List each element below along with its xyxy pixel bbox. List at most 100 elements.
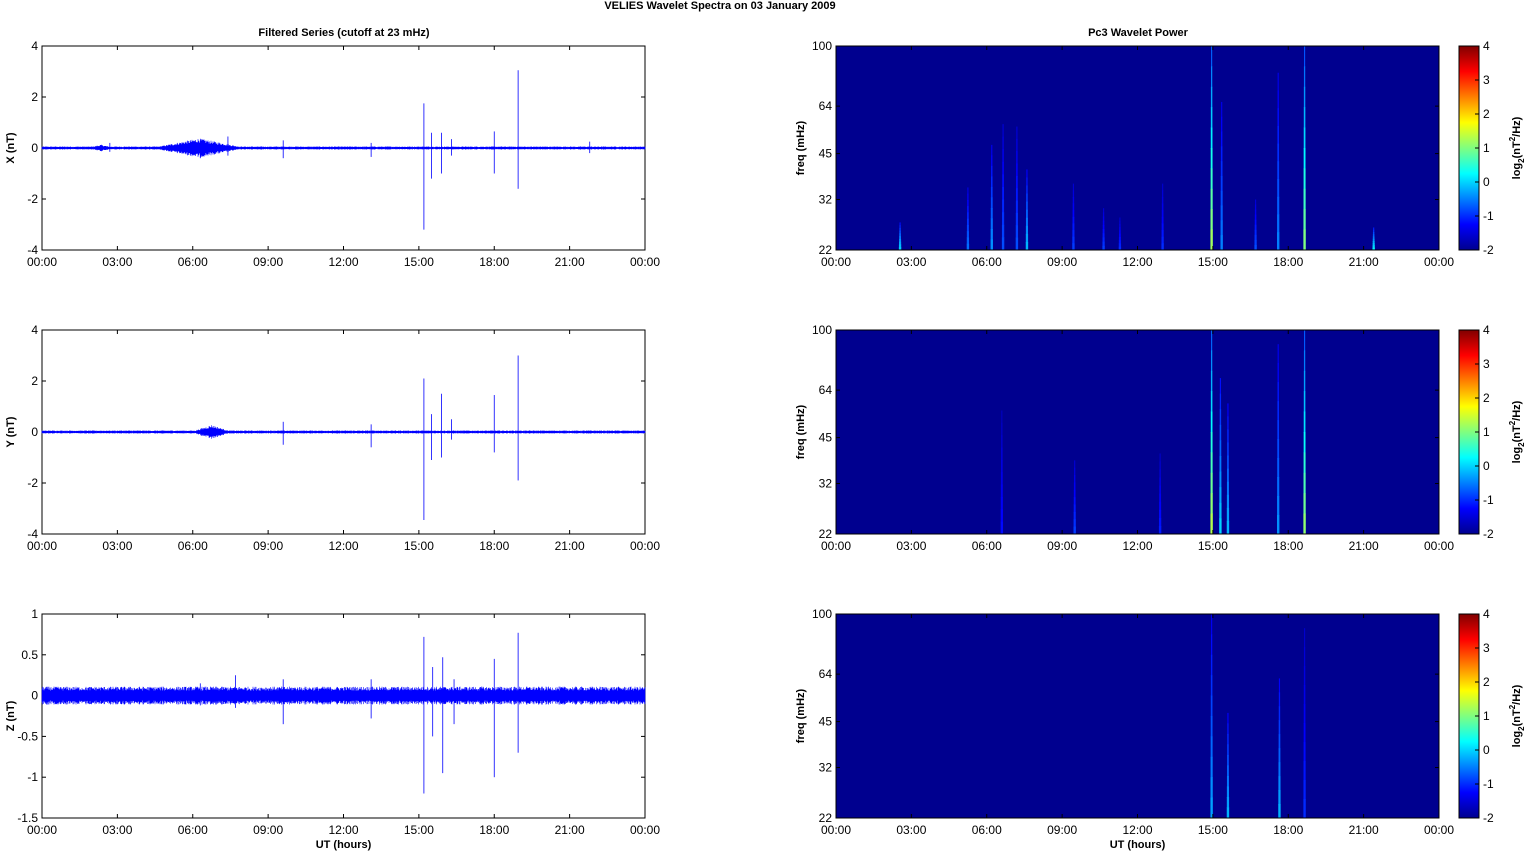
power-streak [1073, 519, 1076, 528]
power-streak [1303, 666, 1306, 686]
colorbar-tick-label: 4 [1483, 39, 1490, 53]
colorbar-tick-label: 1 [1483, 141, 1490, 155]
y-tick-label: 32 [819, 193, 833, 207]
power-streak [990, 207, 993, 219]
power-streak [1161, 236, 1164, 244]
power-streak [1002, 174, 1004, 188]
power-streak [1025, 217, 1028, 227]
power-streak [1159, 477, 1161, 487]
power-streak [1220, 131, 1223, 147]
power-streak [1210, 634, 1213, 656]
power-streak [1219, 424, 1222, 441]
y-axis-label: freq (mHz) [795, 404, 807, 459]
x-tick-label: 15:00 [404, 823, 434, 837]
power-streak [1210, 777, 1213, 799]
power-streak [1227, 416, 1229, 431]
power-streak [1016, 138, 1018, 152]
y-tick-label: 0 [31, 689, 38, 703]
power-streak [991, 155, 993, 167]
power-streak [1303, 66, 1306, 88]
power-streak [1219, 456, 1222, 473]
colorbar-label-part: 2 [1517, 158, 1526, 163]
y-tick-label: 4 [31, 39, 38, 53]
x-tick-label: 03:00 [896, 823, 926, 837]
x-tick-label: 12:00 [328, 823, 358, 837]
power-streak [1210, 391, 1213, 413]
power-streak [1254, 229, 1257, 236]
x-tick-label: 00:00 [1424, 255, 1454, 269]
power-streak [967, 206, 969, 213]
power-streak [1227, 468, 1229, 483]
colorbar-tick-label: -1 [1483, 209, 1494, 223]
x-axis-label: UT (hours) [1110, 839, 1166, 851]
power-streak [1255, 199, 1257, 206]
power-streak [1159, 461, 1161, 471]
power-streak [1210, 350, 1213, 372]
power-streak [991, 165, 993, 177]
power-streak [1278, 720, 1281, 735]
y-tick-label: 100 [812, 323, 832, 337]
power-streak [1119, 230, 1121, 235]
power-streak [1226, 520, 1230, 535]
x-tick-label: 18:00 [1273, 539, 1303, 553]
power-streak [1277, 515, 1280, 535]
power-streak [1102, 233, 1105, 238]
power-streak [1219, 440, 1222, 457]
power-streak [1103, 208, 1105, 213]
x-tick-label: 21:00 [555, 255, 585, 269]
colorbar-label-part: log [1511, 163, 1523, 180]
power-streak [1303, 780, 1306, 800]
power-streak [1072, 223, 1075, 231]
x-tick-label: 03:00 [102, 823, 132, 837]
power-streak [1072, 230, 1075, 238]
colorbar-tick-label: -1 [1483, 493, 1494, 507]
power-streak [1210, 675, 1213, 697]
power-streak [1254, 214, 1257, 221]
power-streak [1001, 410, 1003, 424]
power-streak [1000, 459, 1003, 473]
y-tick-label: -1.5 [17, 811, 38, 825]
x-tick-label: 09:00 [253, 539, 283, 553]
x-tick-label: 00:00 [821, 539, 851, 553]
power-streak [1210, 736, 1213, 758]
power-streak [1210, 168, 1213, 190]
power-streak [899, 225, 901, 229]
power-streak [1277, 420, 1280, 440]
power-streak [1102, 212, 1105, 218]
power-streak [1118, 243, 1122, 248]
power-streak [1373, 227, 1375, 231]
power-streak [1102, 229, 1105, 234]
power-streak [1161, 243, 1164, 251]
x-tick-label: 06:00 [178, 823, 208, 837]
power-streak [1303, 370, 1306, 392]
power-streak [1159, 469, 1161, 479]
colorbar-label-part: 2 [1508, 136, 1517, 141]
power-streak [1227, 403, 1229, 417]
y-tick-label: 45 [819, 147, 833, 161]
power-streak [990, 239, 993, 251]
x-tick-label: 06:00 [972, 255, 1002, 269]
colorbar-tick-label: -2 [1483, 243, 1494, 257]
y-tick-label: 2 [31, 90, 38, 104]
y-tick-label: 0.5 [21, 648, 38, 662]
power-streak [1278, 790, 1281, 805]
power-streak [1303, 452, 1306, 474]
power-streak [1304, 330, 1306, 351]
colorbar-tick-label: 0 [1483, 743, 1490, 757]
power-streak [1161, 223, 1164, 231]
power-streak [1162, 183, 1164, 191]
power-streak [1303, 350, 1306, 372]
signal-trace [41, 138, 646, 158]
power-streak [1119, 217, 1121, 222]
power-streak [1000, 509, 1003, 523]
power-streak [1002, 212, 1005, 226]
power-streak [1304, 46, 1306, 67]
power-streak [1277, 363, 1279, 383]
colorbar-tick-label: 1 [1483, 709, 1490, 723]
power-streak [1210, 127, 1213, 149]
y-tick-label: -4 [27, 243, 38, 257]
power-streak [967, 212, 969, 220]
power-streak [1015, 188, 1018, 202]
